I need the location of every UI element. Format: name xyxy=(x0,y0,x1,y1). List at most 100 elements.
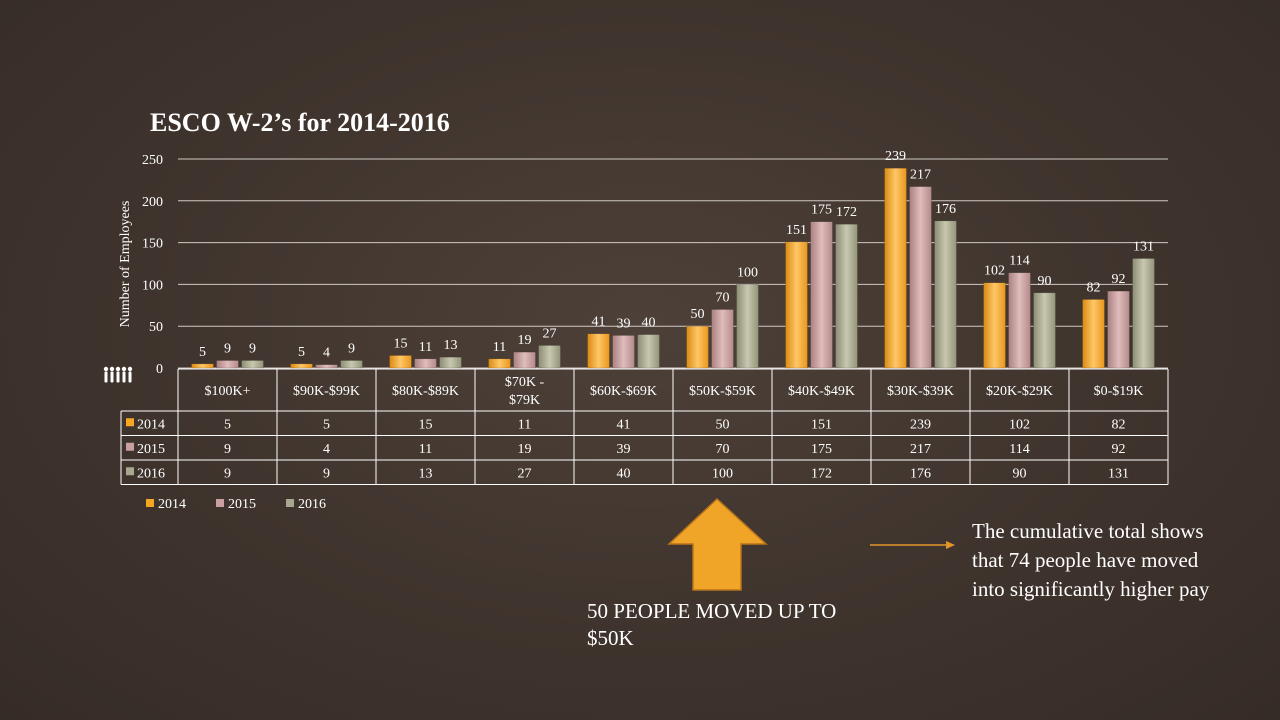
data-label: 27 xyxy=(543,326,557,341)
bar-2016 xyxy=(1033,292,1056,369)
table-cell: 15 xyxy=(419,417,433,432)
data-label: 11 xyxy=(419,340,432,355)
x-tick-label: $40K-$49K xyxy=(788,384,855,399)
data-label: 92 xyxy=(1112,272,1126,287)
bars xyxy=(191,167,1155,369)
table-cell: 90 xyxy=(1013,466,1027,481)
data-label: 15 xyxy=(394,336,408,351)
x-tick-label: $60K-$69K xyxy=(590,384,657,399)
data-label: 90 xyxy=(1038,274,1052,289)
table-cell: 70 xyxy=(716,442,730,457)
data-label: 5 xyxy=(199,345,206,360)
table-cell: 175 xyxy=(811,442,832,457)
data-label: 19 xyxy=(518,333,532,348)
bar-2015 xyxy=(216,360,239,369)
table-row-label: 2015 xyxy=(137,442,165,457)
data-label: 39 xyxy=(617,316,631,331)
data-label: 151 xyxy=(786,223,807,238)
bar-2014 xyxy=(983,282,1006,369)
bar-2014 xyxy=(290,363,313,369)
bar-2015 xyxy=(414,358,437,369)
data-label: 102 xyxy=(984,264,1005,279)
table-cell: 172 xyxy=(811,466,832,481)
bar-2015 xyxy=(1008,272,1031,369)
x-tick-label: $20K-$29K xyxy=(986,384,1053,399)
table-cell: 151 xyxy=(811,417,832,432)
people-icon xyxy=(103,366,133,383)
data-label: 9 xyxy=(348,341,355,356)
bar-2016 xyxy=(736,284,759,369)
table-cell: 176 xyxy=(910,466,931,481)
bar-2016 xyxy=(835,223,858,369)
table-cell: 9 xyxy=(224,466,231,481)
table-cell: 4 xyxy=(323,442,330,457)
table-cell: 82 xyxy=(1112,417,1126,432)
table-cell: 100 xyxy=(712,466,733,481)
bar-2016 xyxy=(241,360,264,369)
y-tick-label: 0 xyxy=(156,362,163,377)
table-cell: 102 xyxy=(1009,417,1030,432)
data-label: 114 xyxy=(1009,254,1029,269)
bar-2015 xyxy=(909,186,932,369)
data-label: 11 xyxy=(493,340,506,355)
table-legend-key xyxy=(126,418,134,427)
table-cell: 9 xyxy=(323,466,330,481)
legend: 2014 2015 2016 xyxy=(146,497,326,512)
bar-2016 xyxy=(538,345,561,369)
table-cell: 5 xyxy=(224,417,231,432)
data-label: 50 xyxy=(691,307,705,322)
legend-label: 2015 xyxy=(228,497,256,512)
table-cell: 9 xyxy=(224,442,231,457)
cumulative-annotation: The cumulative total shows that 74 peopl… xyxy=(972,519,1210,601)
legend-key-2016 xyxy=(286,499,294,507)
bar-2014 xyxy=(389,355,412,369)
y-tick-label: 250 xyxy=(142,153,163,168)
y-tick-label: 200 xyxy=(142,195,163,210)
data-label: 13 xyxy=(444,338,458,353)
chart-title: ESCO W-2’s for 2014-2016 xyxy=(150,108,450,137)
table-cell: 131 xyxy=(1108,466,1129,481)
table-cell: 50 xyxy=(716,417,730,432)
bar-2014 xyxy=(1082,299,1105,369)
table-cell: 11 xyxy=(419,442,432,457)
x-tick-label: $100K+ xyxy=(204,384,250,399)
data-label: 4 xyxy=(323,346,330,361)
data-label: 41 xyxy=(592,315,606,330)
table-cell: 19 xyxy=(518,442,532,457)
x-tick-label: $90K-$99K xyxy=(293,384,360,399)
bar-2015 xyxy=(810,221,833,369)
bar-2016 xyxy=(934,220,957,369)
data-label: 9 xyxy=(249,341,256,356)
y-tick-label: 100 xyxy=(142,278,163,293)
data-label: 172 xyxy=(836,205,857,220)
bar-2016 xyxy=(340,360,363,369)
data-label: 131 xyxy=(1133,239,1154,254)
table-cell: 13 xyxy=(419,466,433,481)
table-cell: 40 xyxy=(617,466,631,481)
table-cell: 239 xyxy=(910,417,931,432)
table-cell: 92 xyxy=(1112,442,1126,457)
bar-2014 xyxy=(488,358,511,369)
x-tick-label: $80K-$89K xyxy=(392,384,459,399)
table-legend-key xyxy=(126,467,134,476)
data-label: 5 xyxy=(298,345,305,360)
data-table: $100K+ $90K-$99K $80K-$89K $70K -$79K $60K-$… xyxy=(120,368,1169,485)
table-cell: 114 xyxy=(1009,442,1029,457)
bar-2014 xyxy=(191,363,214,369)
bar-2015 xyxy=(711,309,734,369)
table-row-label: 2014 xyxy=(137,417,165,432)
arrow-annotation: 50 PEOPLE MOVED UP TO $50K xyxy=(587,599,837,650)
legend-label: 2014 xyxy=(158,497,186,512)
bar-2016 xyxy=(439,356,462,369)
y-axis-ticks: 0 50 100 150 200 250 xyxy=(142,153,163,377)
bar-2016 xyxy=(637,334,660,369)
data-label: 9 xyxy=(224,341,231,356)
table-cell: 11 xyxy=(518,417,531,432)
table-cell: 217 xyxy=(910,442,931,457)
data-label: 239 xyxy=(885,149,906,164)
bar-2014 xyxy=(587,333,610,369)
bar-2015 xyxy=(315,364,338,369)
data-labels: 5 9 9 5 4 9 15 11 13 11 19 27 41 39 40 50 70 100 151 175 172… xyxy=(199,149,1154,360)
y-tick-label: 50 xyxy=(149,320,163,335)
